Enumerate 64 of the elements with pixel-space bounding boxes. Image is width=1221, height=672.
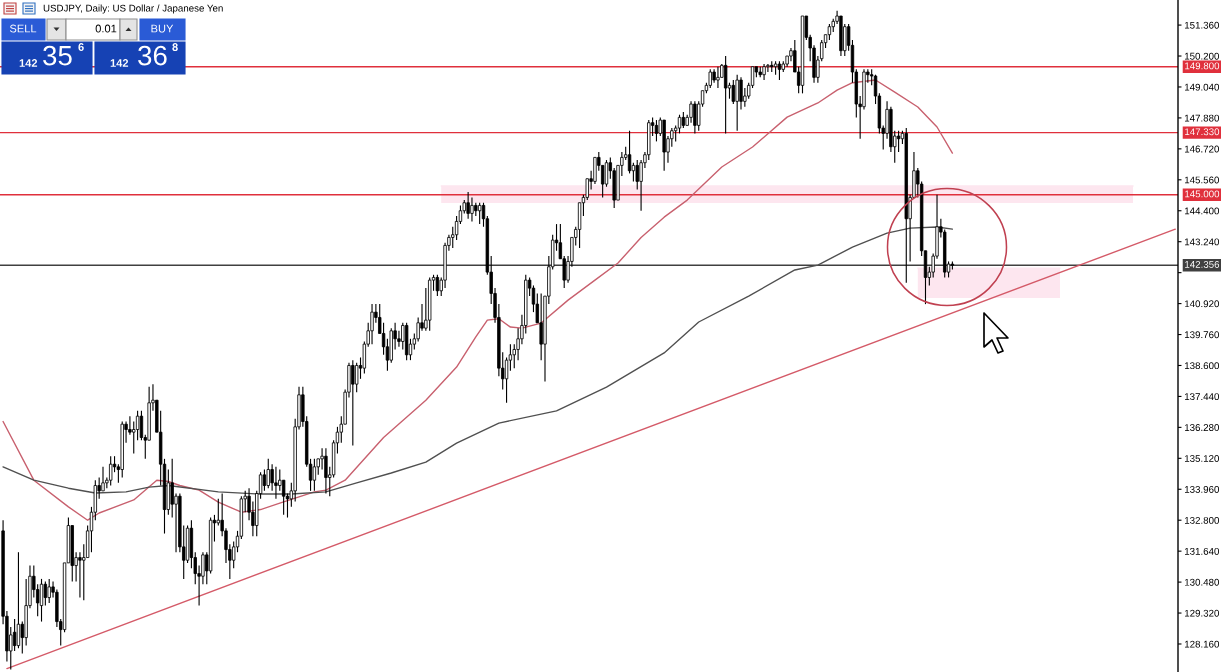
ref-line-label: 149.800 (1185, 62, 1220, 70)
y-tick-label: 149.040 (1184, 83, 1220, 91)
candlestick (401, 322, 405, 351)
y-tick-label: 135.120 (1184, 455, 1220, 462)
candlestick (351, 359, 355, 447)
y-tick-label: 137.440 (1184, 393, 1220, 401)
y-tick-label: 145.560 (1184, 176, 1220, 184)
candlestick (504, 356, 509, 404)
candlestick (266, 458, 270, 489)
y-tick-label: 128.160 (1184, 640, 1220, 648)
candlestick (677, 114, 682, 134)
candlestick (693, 100, 697, 134)
candlestick (689, 100, 693, 124)
y-tick-label: 132.800 (1184, 516, 1220, 524)
ref-line-label: 145.000 (1185, 190, 1220, 198)
annotation: BUY (151, 24, 174, 33)
candlestick (135, 410, 140, 441)
candlestick (731, 79, 736, 105)
ref-line-label: 147.330 (1185, 128, 1220, 136)
annotation: 6 (78, 43, 84, 51)
candlestick (262, 468, 267, 492)
y-tick-label: 150.200 (1184, 52, 1220, 60)
candlestick (78, 551, 82, 599)
annotation: SELL (9, 24, 37, 33)
annotation: 36 (138, 45, 167, 66)
candlestick (716, 66, 720, 89)
candlestick (324, 447, 328, 495)
candlestick (539, 292, 543, 361)
y-tick-label: 151.360 (1184, 21, 1220, 29)
candlestick (109, 455, 113, 487)
y-tick-label: 130.480 (1184, 578, 1220, 586)
candlestick (435, 274, 440, 297)
y-tick-label: 140.920 (1184, 300, 1220, 308)
annotation: 142 (19, 59, 38, 67)
y-tick-label: 129.320 (1184, 609, 1220, 617)
candlestick (654, 119, 659, 142)
candlestick (739, 76, 743, 110)
y-tick-label: 133.960 (1184, 485, 1220, 493)
candlestick (708, 68, 712, 89)
candlestick (43, 581, 48, 607)
ref-line-label: 142.356 (1185, 261, 1220, 268)
y-tick-label: 136.280 (1184, 424, 1220, 431)
y-tick-label: 131.640 (1184, 547, 1220, 555)
y-tick-label: 144.400 (1184, 207, 1220, 215)
candlestick (370, 303, 374, 345)
candlestick (604, 159, 609, 188)
y-tick-label: 147.880 (1184, 114, 1220, 122)
annotation: 8 (172, 43, 178, 51)
candlestick (12, 618, 17, 652)
candlestick (466, 191, 470, 220)
candlestick (635, 159, 639, 190)
y-tick-label: 138.600 (1184, 362, 1220, 370)
annotation: 142 (110, 59, 129, 67)
y-tick-label: 139.760 (1184, 331, 1220, 339)
candlestick (47, 578, 51, 604)
annotation: 35 (43, 45, 72, 66)
candlestick (274, 466, 278, 500)
annotation: 0.01 (95, 24, 117, 33)
y-tick-label: 146.720 (1184, 145, 1220, 153)
candlestick (281, 479, 286, 516)
chart-title: USDJPY, Daily: US Dollar / Japanese Yen (43, 4, 223, 14)
candlestick (735, 74, 739, 132)
candlestick (470, 196, 474, 222)
y-tick-label: 143.240 (1184, 238, 1220, 246)
